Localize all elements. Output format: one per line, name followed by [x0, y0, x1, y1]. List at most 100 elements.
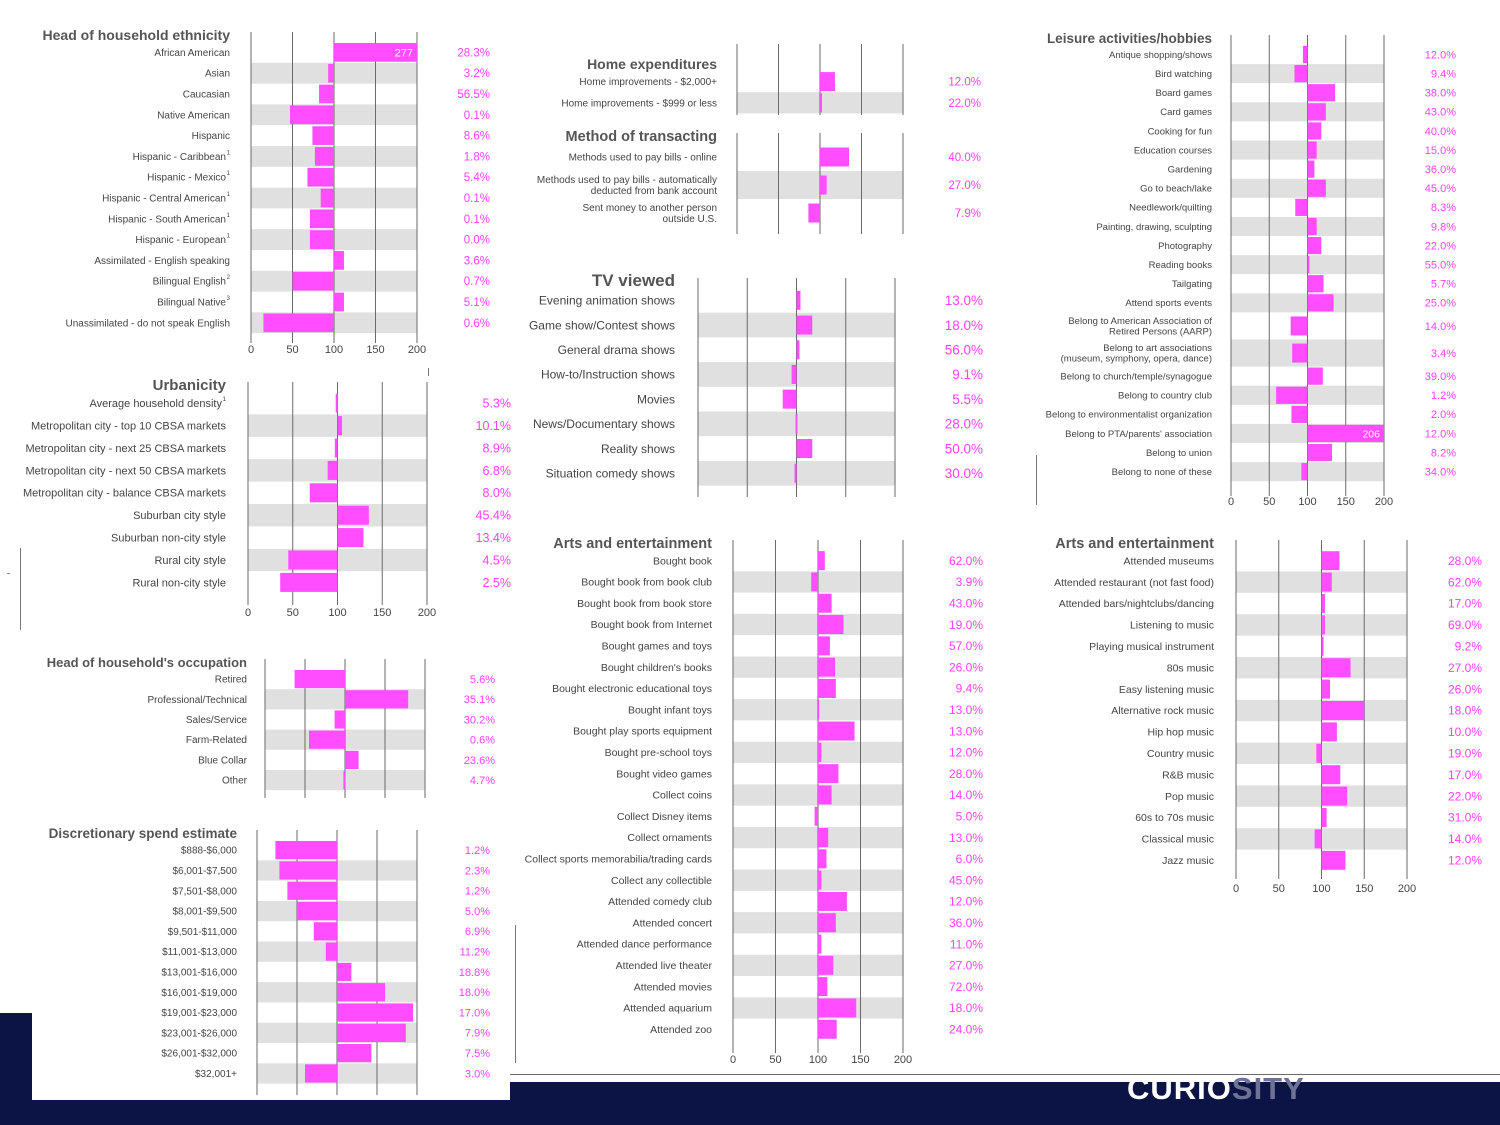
category-label: Attended concert — [633, 917, 712, 929]
percentage-label: 0.7% — [464, 276, 490, 288]
category-label: Situation comedy shows — [546, 466, 675, 480]
bar — [820, 175, 827, 195]
percentage-label: 0.1% — [464, 193, 490, 205]
category-label: Unassimilated - do not speak English — [65, 318, 230, 329]
percentage-label: 2.0% — [1431, 409, 1456, 421]
category-label: Sent money to another person — [582, 203, 717, 214]
bar — [818, 615, 844, 635]
category-label: Photography — [1158, 241, 1212, 252]
bar — [337, 1044, 372, 1063]
category-label: R&B music — [1162, 769, 1214, 781]
percentage-label: 0.6% — [464, 318, 490, 330]
category-label: Alternative rock music — [1111, 705, 1214, 717]
category-label: $9,501-$11,000 — [168, 927, 238, 938]
category-label: Metropolitan city - next 25 CBSA markets — [25, 443, 226, 455]
x-tick-label: 50 — [769, 1054, 781, 1066]
category-label: Attended museums — [1124, 555, 1214, 567]
bar — [320, 188, 334, 208]
category-label: Pop music — [1165, 791, 1214, 803]
bar — [1307, 160, 1315, 178]
bar — [1276, 386, 1308, 404]
x-tick-label: 150 — [1355, 883, 1373, 895]
category-label: Movies — [637, 392, 675, 406]
x-tick-label: 50 — [286, 344, 298, 356]
bar — [1321, 572, 1332, 592]
bar — [818, 977, 828, 997]
category-label: News/Documentary shows — [533, 417, 675, 431]
percentage-label: 18.0% — [945, 318, 983, 333]
stray-mark — [7, 573, 10, 574]
category-label: $32,001+ — [195, 1069, 237, 1080]
bar — [794, 463, 797, 483]
bar — [814, 806, 818, 826]
x-tick-label: 200 — [408, 344, 426, 356]
category-label: Belong to art associations — [1103, 343, 1212, 354]
bar — [820, 93, 822, 113]
category-label: Classical music — [1142, 834, 1214, 846]
bar — [334, 438, 338, 458]
category-label: Reading books — [1149, 260, 1213, 271]
percentage-label: 45.0% — [1425, 183, 1456, 195]
percentage-label: 72.0% — [949, 980, 983, 994]
bar — [275, 841, 337, 860]
bar — [1321, 722, 1337, 742]
percentage-label: 50.0% — [945, 441, 983, 456]
category-label: Metropolitan city - top 10 CBSA markets — [31, 420, 227, 432]
percentage-label: 11.0% — [950, 937, 983, 951]
bar — [1290, 316, 1308, 336]
bar — [1307, 367, 1323, 385]
bar — [280, 572, 338, 592]
percentage-label: 13.0% — [949, 703, 983, 717]
bar — [811, 572, 818, 592]
category-label: Suburban non-city style — [111, 532, 226, 544]
category-label: Methods used to pay bills - online — [569, 153, 718, 164]
bar — [1321, 850, 1346, 870]
category-label: Bought play sports equipment — [573, 726, 712, 738]
bar — [795, 414, 798, 434]
bar — [1314, 829, 1322, 849]
x-tick-label: 100 — [1298, 496, 1316, 508]
percentage-label: 13.0% — [949, 831, 983, 845]
category-label: $7,501-$8,000 — [172, 886, 237, 897]
x-tick-label: 200 — [894, 1054, 912, 1066]
percentage-label: 22.0% — [948, 98, 981, 110]
x-tick-label: 100 — [1312, 883, 1330, 895]
category-label: Hispanic - European — [135, 235, 226, 246]
percentage-label: 15.0% — [1425, 145, 1456, 157]
percentage-label: 9.4% — [1431, 69, 1456, 81]
category-label: $8,001-$9,500 — [172, 907, 237, 918]
bar — [309, 483, 338, 503]
chart-title: TV viewed — [592, 271, 675, 290]
bar — [782, 389, 797, 409]
percentage-label: 6.0% — [956, 852, 984, 866]
footnote-marker: 1 — [227, 234, 231, 240]
category-label: Metropolitan city - balance CBSA markets — [23, 488, 226, 500]
percentage-label: 38.0% — [1425, 88, 1456, 100]
bar — [337, 1003, 413, 1022]
percentage-label: 5.5% — [952, 392, 983, 407]
bar — [263, 313, 334, 333]
chart-title: Leisure activities/hobbies — [1047, 31, 1212, 46]
bar — [1321, 701, 1365, 720]
category-label: Antique shopping/shows — [1109, 50, 1212, 61]
category-label: Blue Collar — [198, 755, 248, 766]
bar — [334, 710, 345, 729]
bar — [313, 922, 337, 941]
percentage-label: 2.3% — [465, 865, 490, 877]
footnote-marker: 3 — [227, 296, 231, 302]
category-label: Hispanic - Central American — [102, 194, 226, 205]
category-label: Attended aquarium — [623, 1003, 712, 1015]
x-tick-label: 150 — [851, 1054, 869, 1066]
category-label: $888-$6,000 — [181, 846, 238, 857]
chart-title: Arts and entertainment — [1055, 536, 1214, 552]
category-label: Farm-Related — [186, 735, 247, 746]
category-label: Bought book — [653, 555, 713, 567]
category-label: Education courses — [1134, 145, 1212, 156]
bar — [1321, 786, 1348, 806]
category-label: Native American — [157, 110, 230, 121]
percentage-label: 5.4% — [464, 172, 490, 184]
percentage-label: 22.0% — [1425, 240, 1456, 252]
category-label: Board games — [1155, 88, 1212, 99]
